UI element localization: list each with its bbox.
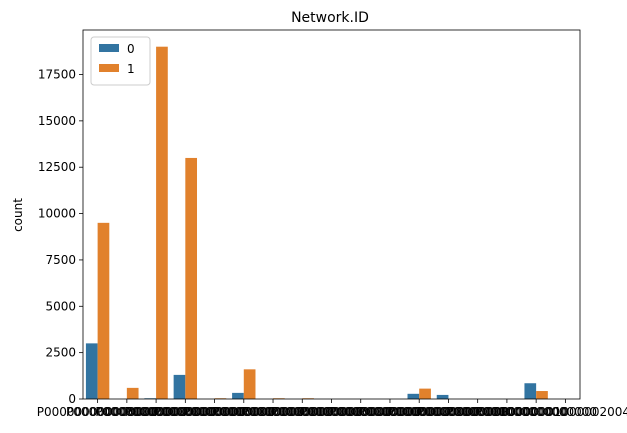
x-tick-label-0: P000000000000000: [37, 405, 159, 419]
y-tick-label-0: 0: [68, 392, 76, 406]
x-tick-label-5: P000000000000000: [183, 405, 305, 419]
x-tick-label-10: P000000000000000: [329, 405, 451, 419]
bar-series-0-12: [436, 394, 449, 399]
y-axis-ticks: 0 2500 5000 7500 10000 12500 15000 17500: [38, 68, 83, 406]
bars-layer: [85, 46, 548, 399]
legend: 01: [90, 36, 151, 86]
bar-series-1-15: [536, 391, 548, 399]
x-tick-label-14: P000000000000000: [446, 405, 568, 419]
x-tick-label-11: P000000000000000: [358, 405, 480, 419]
bar-series-1-11: [419, 388, 431, 399]
x-tick-label-2: P000000000000000: [95, 405, 217, 419]
bar-series-1-0: [97, 222, 110, 399]
x-axis-ticks: P000000000000000P000000000000000P0000000…: [37, 399, 627, 419]
x-tick-label-1: P000000000000000: [66, 405, 188, 419]
bar-series-0-3: [173, 374, 186, 399]
bar-series-0-0: [85, 343, 98, 399]
bar-series-1-2: [156, 46, 168, 399]
y-tick-label-7: 17500: [38, 68, 76, 82]
bar-series-0-15: [524, 383, 537, 399]
bar-series-1-1: [126, 387, 139, 399]
legend-label-0: 0: [127, 42, 135, 56]
y-tick-label-6: 15000: [38, 114, 76, 128]
y-tick-label-3: 7500: [45, 253, 76, 267]
x-tick-label-16: P0000001000002004: [501, 405, 627, 419]
y-axis-label: count: [11, 198, 25, 232]
plot-frame: [82, 29, 581, 400]
x-tick-label-12: P000000000000000: [388, 405, 510, 419]
y-tick-label-5: 12500: [38, 160, 76, 174]
legend-label-1: 1: [127, 62, 135, 76]
chart-title: Network.ID: [291, 10, 369, 26]
x-tick-label-4: P000000000000000: [154, 405, 276, 419]
legend-swatch-1: [99, 64, 119, 72]
bar-series-1-5: [243, 369, 256, 399]
x-tick-label-13: P000000000000000: [417, 405, 539, 419]
x-tick-label-9: P000000000000000: [300, 405, 422, 419]
x-tick-label-7: P000000000000000: [241, 405, 363, 419]
y-tick-label-2: 5000: [45, 299, 76, 313]
x-tick-label-3: P000000000000000: [124, 405, 246, 419]
legend-swatch-0: [99, 44, 119, 52]
y-tick-label-1: 2500: [45, 346, 76, 360]
bar-series-0-11: [407, 393, 420, 399]
y-tick-label-4: 10000: [38, 207, 76, 221]
bar-series-1-3: [185, 157, 198, 399]
x-tick-label-6: P000000000000000: [212, 405, 334, 419]
bar-series-0-5: [232, 392, 244, 399]
x-tick-label-15: P000000000000000: [475, 405, 597, 419]
x-tick-label-8: P000000000000000: [271, 405, 393, 419]
